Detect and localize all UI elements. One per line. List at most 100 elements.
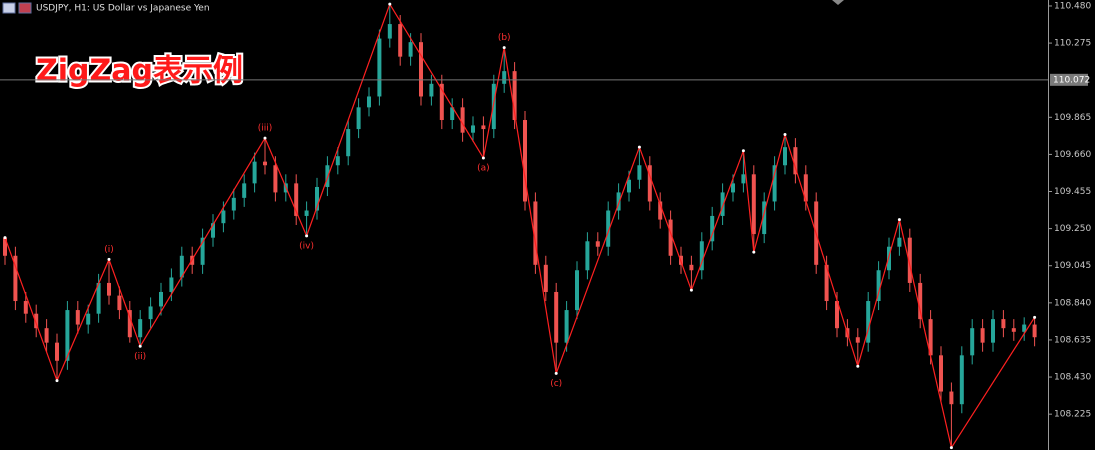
candle-body xyxy=(533,201,538,265)
y-tick-label: 110.275 xyxy=(1054,39,1091,49)
candle-body xyxy=(855,337,860,343)
zigzag-point xyxy=(55,379,59,383)
zigzag-point xyxy=(481,156,485,160)
zigzag-point xyxy=(263,136,267,140)
candle-body xyxy=(450,107,455,121)
candle-body xyxy=(720,192,725,216)
candle-body xyxy=(34,313,39,329)
candle-body xyxy=(169,277,174,292)
marker xyxy=(832,0,844,5)
y-tick-label: 109.250 xyxy=(1054,224,1091,234)
zigzag-point xyxy=(138,344,142,348)
candle-body xyxy=(575,270,579,311)
candle-body xyxy=(148,306,153,320)
zigzag-point xyxy=(3,236,7,240)
candle-body xyxy=(439,83,444,121)
zigzag-label: (iii) xyxy=(258,124,273,134)
zigzag-segment xyxy=(784,134,859,367)
candle-body xyxy=(55,342,59,361)
candle-body xyxy=(585,241,590,271)
candle-body xyxy=(741,174,746,184)
zigzag-label: (a) xyxy=(477,164,490,174)
candle-body xyxy=(710,215,715,242)
zigzag-segment xyxy=(306,3,391,237)
zigzag-label: (i) xyxy=(104,245,114,255)
candle-body xyxy=(3,237,7,256)
candle-body xyxy=(1011,328,1016,332)
y-tick-label: 110.480 xyxy=(1054,1,1091,11)
candle-body xyxy=(762,201,767,235)
candle-body xyxy=(179,255,184,278)
plot-area: (i) (ii) (iii) (iv) (a) (b) (c) xyxy=(3,2,1037,450)
zigzag-point xyxy=(897,218,901,222)
candle-body xyxy=(949,391,954,405)
zigzag-label: (ii) xyxy=(134,352,146,362)
candle-body xyxy=(887,246,891,271)
candle-body xyxy=(554,291,559,343)
zigzag-point xyxy=(107,257,111,261)
y-tick-label: 109.455 xyxy=(1054,187,1091,197)
zigzag-segment xyxy=(638,146,692,291)
candle-body xyxy=(699,241,704,271)
candle-body xyxy=(75,310,80,325)
candle-body xyxy=(159,291,163,307)
current-price-label: 110.072 xyxy=(1053,75,1090,85)
zigzag-segment xyxy=(753,134,786,253)
candle-body xyxy=(491,83,496,130)
zigzag-segment xyxy=(898,219,952,448)
zigzag-point xyxy=(783,132,787,136)
candle-body xyxy=(356,107,361,130)
zigzag-segment xyxy=(690,150,744,291)
candle-body xyxy=(460,107,465,133)
zigzag-label: (iv) xyxy=(299,241,314,251)
candle-body xyxy=(835,301,839,329)
icon xyxy=(18,2,32,14)
candle-body xyxy=(939,355,943,392)
y-tick-label: 108.840 xyxy=(1054,298,1091,308)
candle-body xyxy=(294,183,299,216)
candle-body xyxy=(398,24,403,57)
zigzag-point xyxy=(741,149,745,153)
candle-body xyxy=(751,174,756,235)
candle-body xyxy=(419,42,423,97)
candle-body xyxy=(44,328,49,343)
candle-body xyxy=(606,210,611,247)
candle-body xyxy=(315,186,319,211)
candle-body xyxy=(512,71,517,121)
candle-body xyxy=(1022,324,1027,332)
zigzag-point xyxy=(856,364,860,368)
zigzag-point xyxy=(637,145,641,149)
candle-body xyxy=(866,301,871,343)
zigzag-segment xyxy=(503,47,557,374)
candle-body xyxy=(221,210,226,224)
candle-body xyxy=(824,264,829,302)
zigzag-segment xyxy=(389,3,484,159)
zigzag-point xyxy=(554,371,558,375)
candle-body xyxy=(346,129,351,157)
candle-body xyxy=(471,125,475,133)
candle-body xyxy=(96,282,101,314)
candle-body xyxy=(86,313,91,325)
y-tick-label: 109.865 xyxy=(1054,113,1091,123)
candle-body xyxy=(325,165,330,187)
candle-body xyxy=(117,295,122,311)
candle-body xyxy=(647,165,652,202)
candle-body xyxy=(481,125,486,130)
zigzag-segment xyxy=(264,137,308,237)
zigzag-segment xyxy=(857,219,900,367)
candle-body xyxy=(731,183,735,193)
candle-body xyxy=(1032,324,1037,338)
candle-body xyxy=(429,83,434,97)
candle-body xyxy=(377,38,382,97)
candle-body xyxy=(616,192,621,211)
zigzag-point xyxy=(502,46,506,50)
candle-body xyxy=(65,310,70,361)
zigzag-segment xyxy=(139,137,266,347)
candle-body xyxy=(211,223,215,238)
candle-body xyxy=(408,42,413,57)
icon xyxy=(2,2,16,14)
candle-body xyxy=(689,264,694,271)
candle-body xyxy=(543,264,548,292)
candle-body xyxy=(127,310,132,338)
